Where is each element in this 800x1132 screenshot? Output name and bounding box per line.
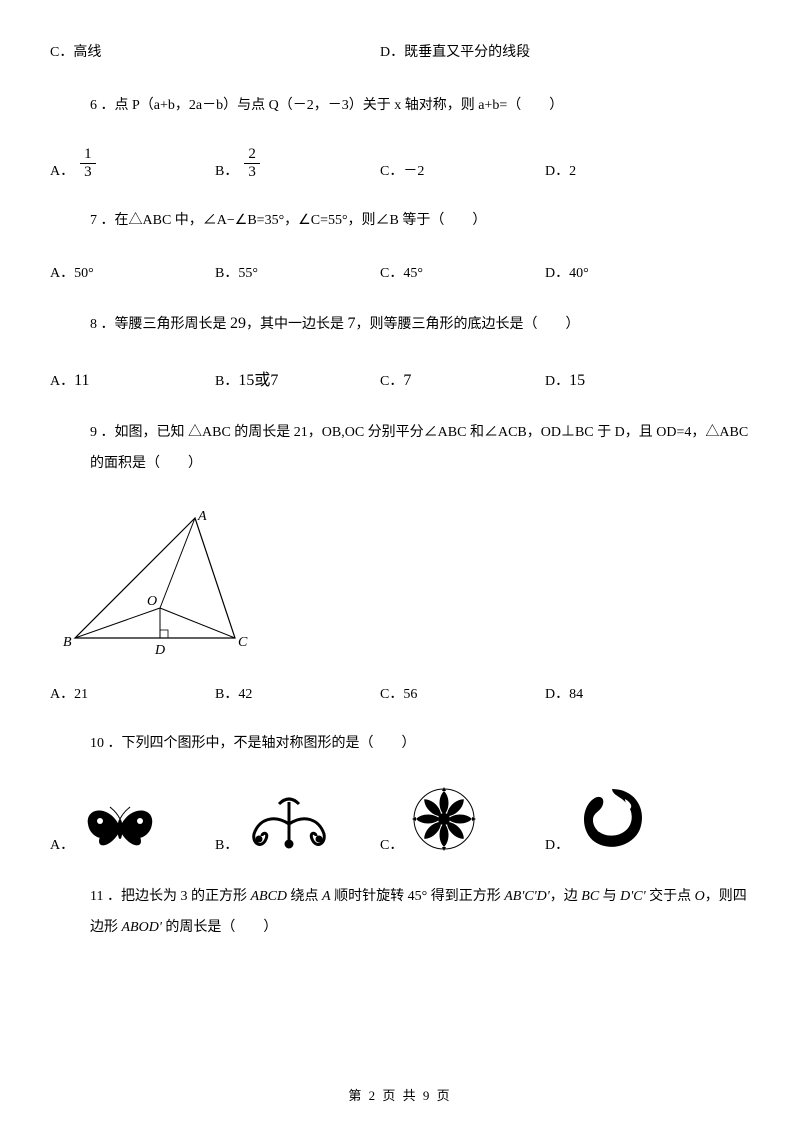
q10-options: A． B． xyxy=(50,784,750,854)
q9-options: A．21 B．42 C．56 D．84 xyxy=(50,683,750,703)
q10-option-d: D． xyxy=(545,784,710,854)
q7-stem: 7 ．在△ABC 中，∠A−∠B=35°，∠C=55°，则∠B 等于（ ） xyxy=(50,208,750,233)
q5-option-d: D．既垂直又平分的线段 xyxy=(380,40,530,65)
fraction: 2 3 xyxy=(244,146,260,180)
fraction: 1 3 xyxy=(80,146,96,180)
q6-options: A． 1 3 B． 2 3 C．－2 D．2 xyxy=(50,146,750,180)
q5-options-cd: C．高线 D．既垂直又平分的线段 xyxy=(50,40,750,65)
q10-stem: 10 ．下列四个图形中，不是轴对称图形的是（ ） xyxy=(50,731,750,756)
q8-option-c: C．7 xyxy=(380,366,545,390)
q7-option-d: D．40° xyxy=(545,262,710,282)
q11-stem: 11 ．把边长为 3 的正方形 ABCD 绕点 A 顺时针旋转 45° 得到正方… xyxy=(50,882,750,944)
q6-option-b: B． 2 3 xyxy=(215,146,380,180)
q6-stem: 6 ．点 P（a+b，2a－b）与点 Q（－2，－3）关于 x 轴对称，则 a+… xyxy=(50,93,750,118)
vertex-a-label: A xyxy=(197,509,207,524)
q9-option-d: D．84 xyxy=(545,683,710,703)
q6-option-c: C．－2 xyxy=(380,146,545,180)
vertex-c-label: C xyxy=(238,635,248,650)
dragon-icon xyxy=(575,784,650,854)
q10-option-b: B． xyxy=(215,794,380,854)
mandala-icon xyxy=(409,784,479,854)
option-label: B． xyxy=(215,160,238,180)
q8-option-b: B．15或7 xyxy=(215,366,380,390)
vertex-b-label: B xyxy=(63,635,72,650)
page-footer: 第 2 页 共 9 页 xyxy=(0,1085,800,1104)
option-label: A． xyxy=(50,160,74,180)
q9-option-a: A．21 xyxy=(50,683,215,703)
q9-option-c: C．56 xyxy=(380,683,545,703)
q8-option-d: D．15 xyxy=(545,366,710,390)
q9-figure: A B C D O xyxy=(60,508,750,663)
q8-stem: 8 ．等腰三角形周长是 29，其中一边长是 7，则等腰三角形的底边长是（ ） xyxy=(50,310,750,339)
vertex-d-label: D xyxy=(154,643,165,658)
q5-option-c: C．高线 xyxy=(50,40,380,65)
q6-option-d: D．2 xyxy=(545,146,710,180)
q10-option-a: A． xyxy=(50,799,215,854)
vertex-o-label: O xyxy=(147,594,157,609)
q10-option-c: C． xyxy=(380,784,545,854)
q9-stem: 9 ．如图，已知 △ABC 的周长是 21，OB,OC 分别平分∠ABC 和∠A… xyxy=(50,418,750,480)
q6-option-a: A． 1 3 xyxy=(50,146,215,180)
q8-option-a: A．11 xyxy=(50,366,215,390)
butterfly-icon xyxy=(80,799,160,854)
ornament-icon xyxy=(244,794,334,854)
q9-option-b: B．42 xyxy=(215,683,380,703)
q7-option-a: A．50° xyxy=(50,262,215,282)
q8-options: A．11 B．15或7 C．7 D．15 xyxy=(50,366,750,390)
q7-option-c: C．45° xyxy=(380,262,545,282)
q7-option-b: B．55° xyxy=(215,262,380,282)
q7-options: A．50° B．55° C．45° D．40° xyxy=(50,262,750,282)
